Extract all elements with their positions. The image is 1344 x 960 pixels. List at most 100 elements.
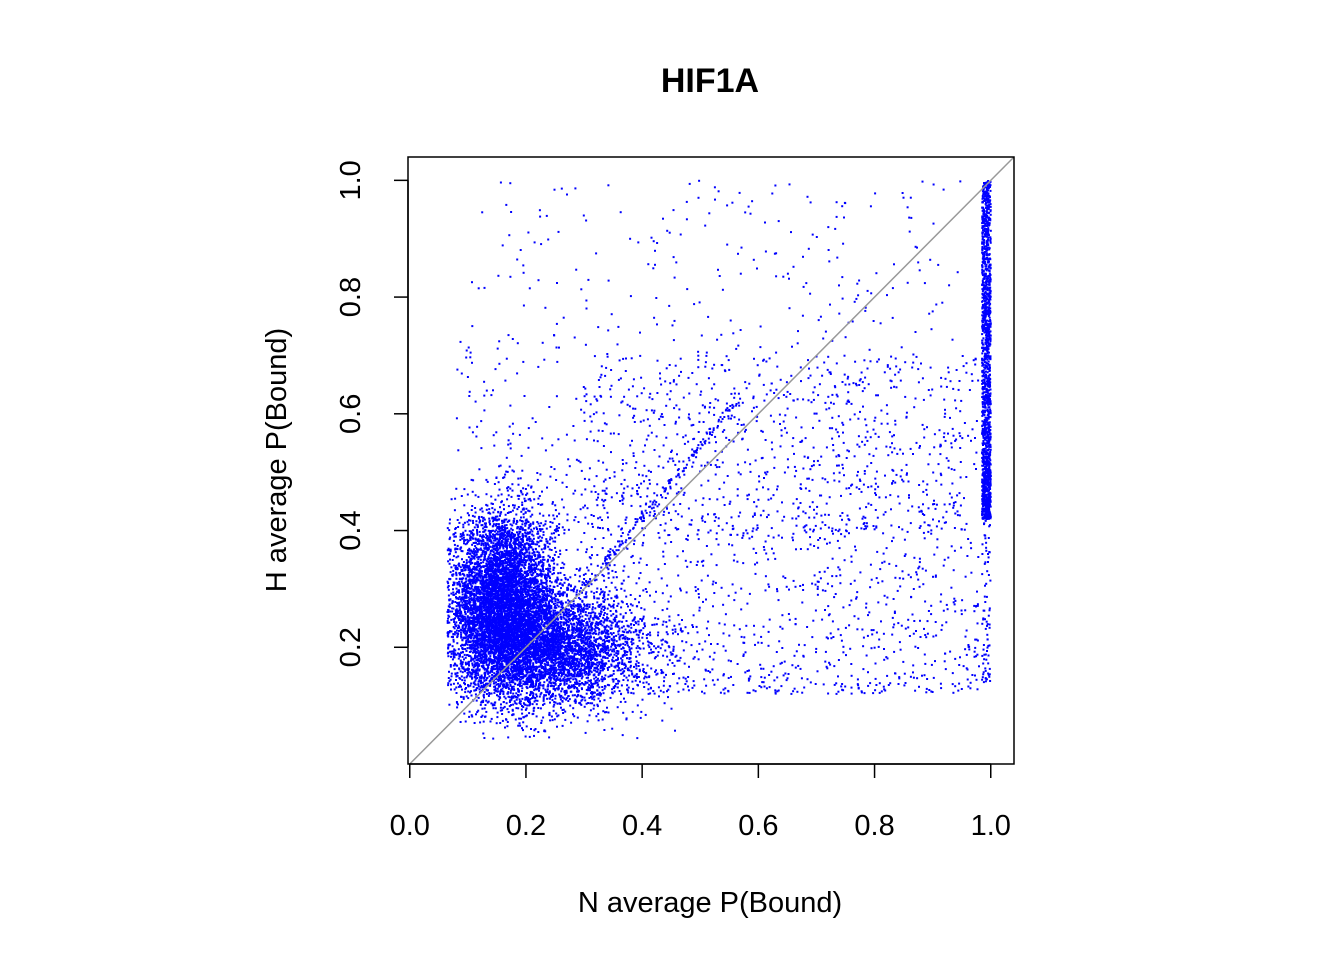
data-point — [517, 583, 520, 586]
data-point — [505, 539, 508, 542]
data-point — [481, 707, 484, 710]
data-point — [522, 607, 525, 610]
data-point — [550, 559, 553, 562]
data-point — [541, 528, 544, 531]
data-point — [470, 609, 473, 612]
data-point — [448, 670, 450, 673]
data-point — [462, 531, 465, 534]
data-point — [506, 498, 509, 501]
data-point — [502, 670, 505, 673]
data-point — [538, 535, 541, 538]
data-point — [461, 671, 464, 674]
data-point — [496, 576, 499, 579]
data-point — [480, 648, 483, 651]
data-point — [497, 540, 500, 543]
data-point — [545, 538, 548, 541]
data-point — [489, 599, 492, 602]
data-point — [492, 542, 495, 545]
data-point — [537, 574, 540, 577]
data-point — [491, 503, 494, 505]
data-point — [514, 659, 517, 662]
data-point — [511, 564, 513, 567]
data-point — [558, 512, 561, 515]
data-point — [487, 672, 490, 675]
data-point — [482, 534, 485, 537]
data-point — [470, 597, 473, 600]
data-point — [488, 613, 491, 616]
data-point — [474, 507, 477, 509]
data-point — [468, 599, 471, 601]
data-point — [524, 488, 527, 490]
data-point — [479, 582, 482, 585]
data-point — [462, 523, 465, 526]
data-point — [478, 591, 481, 594]
data-point — [448, 606, 451, 608]
data-point — [471, 551, 474, 554]
data-point — [518, 532, 521, 535]
data-point — [493, 577, 496, 580]
data-point — [503, 542, 506, 545]
data-point — [531, 552, 534, 555]
data-point — [554, 580, 557, 583]
data-point — [568, 600, 571, 603]
data-point — [523, 566, 526, 569]
data-point — [539, 707, 542, 710]
data-point — [528, 552, 531, 555]
data-point — [548, 575, 551, 578]
data-point — [532, 571, 535, 574]
data-point — [449, 630, 451, 633]
data-point — [477, 592, 480, 595]
data-point — [542, 524, 545, 527]
data-point — [508, 530, 511, 533]
data-point — [486, 670, 489, 673]
data-point — [496, 543, 499, 546]
data-point — [520, 491, 523, 494]
data-point — [556, 725, 558, 728]
data-point — [528, 586, 531, 589]
data-point — [484, 628, 487, 631]
data-point — [472, 651, 474, 654]
data-point — [491, 578, 494, 581]
data-point — [527, 557, 530, 560]
data-point — [566, 586, 569, 589]
data-point — [474, 550, 477, 553]
data-point — [469, 519, 472, 522]
data-point — [458, 572, 461, 575]
data-point — [484, 525, 487, 528]
data-point — [534, 600, 537, 602]
data-point — [524, 708, 527, 711]
data-point — [557, 534, 560, 536]
data-point — [466, 630, 469, 633]
data-point — [455, 692, 458, 694]
data-point — [486, 583, 489, 585]
data-point — [479, 686, 482, 689]
data-point — [492, 511, 495, 514]
data-point — [515, 707, 518, 710]
data-point — [455, 571, 458, 574]
data-point — [525, 573, 528, 576]
data-point — [484, 553, 487, 556]
data-point — [507, 674, 510, 677]
data-point — [514, 539, 517, 542]
data-point — [554, 504, 557, 507]
data-point — [466, 599, 469, 602]
data-point — [495, 547, 498, 550]
data-point — [514, 552, 517, 555]
data-point — [464, 661, 467, 664]
data-point — [519, 676, 522, 679]
data-point — [469, 535, 472, 538]
data-point — [479, 721, 482, 724]
data-point — [475, 551, 478, 554]
data-point — [504, 617, 507, 620]
data-point — [560, 567, 563, 569]
data-point — [550, 549, 553, 551]
data-point — [506, 540, 509, 543]
data-point — [506, 489, 509, 492]
data-point — [475, 520, 478, 523]
data-point — [450, 566, 453, 569]
data-point — [490, 540, 493, 543]
data-point — [480, 599, 483, 601]
data-point — [480, 507, 483, 510]
data-point — [503, 571, 506, 574]
data-point — [551, 537, 554, 540]
